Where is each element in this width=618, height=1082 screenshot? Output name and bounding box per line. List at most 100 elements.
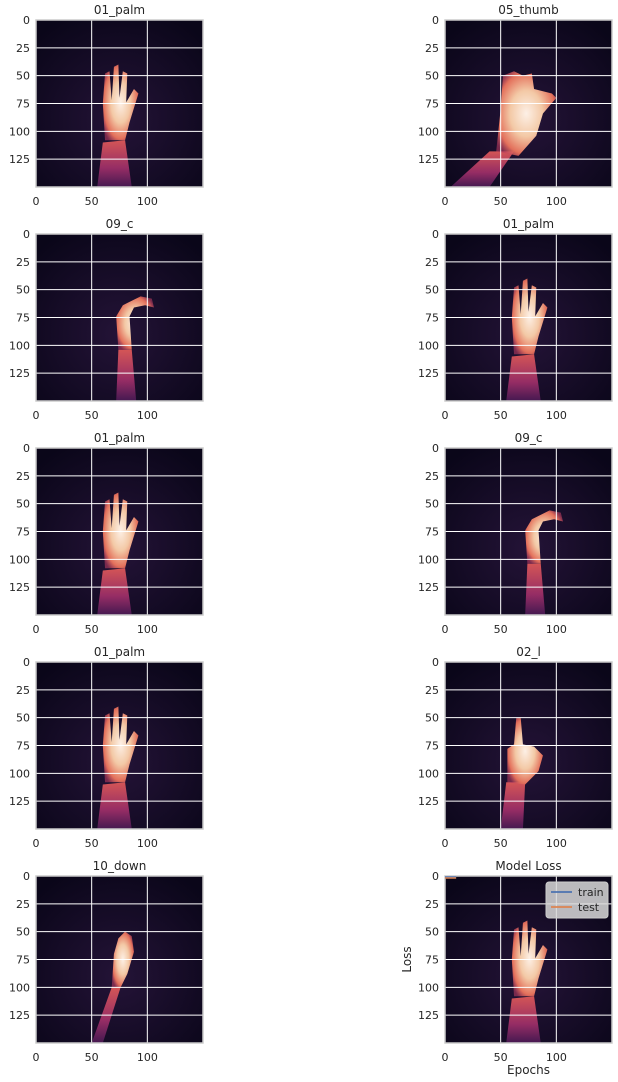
y-tick-label: 75 [16,740,30,753]
arm-shape [506,996,541,1043]
x-tick-label: 100 [546,1051,567,1064]
hand-shape [496,71,557,156]
y-tick-label: 75 [425,740,439,753]
x-tick-label: 50 [85,1051,99,1064]
y-tick-label: 0 [432,870,439,883]
y-tick-label: 0 [23,14,30,27]
x-tick-label: 50 [85,409,99,422]
y-tick-label: 100 [9,981,30,994]
y-tick-label: 25 [16,684,30,697]
legend-box [545,881,609,919]
x-tick-label: 0 [33,837,40,850]
legend-label-train: train [578,886,604,899]
x-tick-label: 100 [546,195,567,208]
y-tick-label: 0 [432,228,439,241]
hand-shape [525,510,564,564]
y-tick-label: 125 [418,367,439,380]
y-tick-label: 125 [9,1009,30,1022]
y-tick-label: 75 [425,312,439,325]
hand-image [450,71,557,187]
y-tick-label: 75 [425,526,439,539]
y-tick-label: 50 [425,284,439,297]
y-tick-label: 125 [9,367,30,380]
panel-title: 01_palm [503,217,554,231]
y-tick-label: 25 [425,42,439,55]
panel-7: 01_palm 0 50 100 0 25 50 75 100 125 [9,645,204,850]
panel-title: 05_thumb [498,3,559,17]
y-tick-label: 50 [425,70,439,83]
y-tick-label: 0 [432,656,439,669]
y-tick-label: 25 [425,898,439,911]
axes-frame [35,233,204,402]
panel-8: 02_l 0 50 100 0 25 50 75 100 125 [418,645,613,850]
axes-frame [35,875,204,1044]
x-tick-label: 100 [137,623,158,636]
panel-title: 01_palm [94,431,145,445]
y-tick-label: 0 [23,228,30,241]
y-tick-label: 0 [432,14,439,27]
hand-shape [102,64,139,141]
panel-title: Model Loss [495,859,561,873]
y-tick-label: 100 [418,553,439,566]
y-tick-label: 0 [23,870,30,883]
y-tick-label: 75 [425,954,439,967]
hand-image [116,296,155,401]
x-tick-label: 0 [33,623,40,636]
arm-shape [97,782,132,829]
x-tick-label: 0 [442,837,449,850]
y-tick-label: 100 [9,767,30,780]
y-tick-label: 125 [418,1009,439,1022]
axes-frame [35,19,204,188]
x-tick-label: 100 [137,837,158,850]
x-tick-label: 100 [546,409,567,422]
panel-10: Model Loss 0 50 100 0 25 50 75 100 125 Epochs Loss t… [400,859,613,1077]
axes-frame [35,661,204,830]
y-tick-label: 125 [9,153,30,166]
axes-frame [444,233,613,402]
arm-shape [116,349,137,401]
y-tick-label: 50 [16,926,30,939]
axes-frame [444,447,613,616]
hand-shape [511,278,548,355]
y-tick-label: 100 [9,339,30,352]
x-tick-label: 0 [442,623,449,636]
panel-title: 10_down [93,859,147,873]
y-tick-label: 125 [9,795,30,808]
hand-shape [511,920,548,997]
y-tick-label: 75 [16,312,30,325]
panel-1: 01_palm 0 50 100 0 25 50 75 100 125 [9,3,204,208]
panel-title: 01_palm [94,645,145,659]
y-tick-label: 25 [16,470,30,483]
panel-title: 09_c [106,217,134,231]
panel-3: 09_c 0 50 100 0 25 50 75 100 125 [9,217,204,422]
panel-5: 01_palm 0 50 100 0 25 50 75 100 125 [9,431,204,636]
arm-shape [450,151,515,187]
hand-image [506,920,548,1043]
hand-image [525,510,564,615]
x-tick-label: 50 [85,195,99,208]
panel-title: 09_c [515,431,543,445]
x-tick-label: 100 [137,409,158,422]
arm-shape [97,140,132,187]
panel-9: 10_down 0 50 100 0 25 50 75 100 125 [9,859,204,1064]
x-tick-label: 0 [33,195,40,208]
axes-frame [35,447,204,616]
panel-2: 05_thumb 0 50 100 0 25 50 75 100 125 [418,3,613,208]
y-tick-label: 25 [16,256,30,269]
arm-shape [506,354,541,401]
y-tick-label: 125 [418,153,439,166]
arm-shape [97,568,132,615]
x-tick-label: 100 [137,195,158,208]
x-tick-label: 100 [137,1051,158,1064]
hand-image [97,492,139,615]
hand-shape [116,296,155,350]
y-tick-label: 125 [418,581,439,594]
x-tick-label: 0 [33,1051,40,1064]
y-tick-label: 25 [425,684,439,697]
panel-6: 09_c 0 50 100 0 25 50 75 100 125 [418,431,613,636]
y-tick-label: 25 [16,898,30,911]
hand-shape [507,717,543,785]
hand-image [506,278,548,401]
hand-shape [102,492,139,569]
